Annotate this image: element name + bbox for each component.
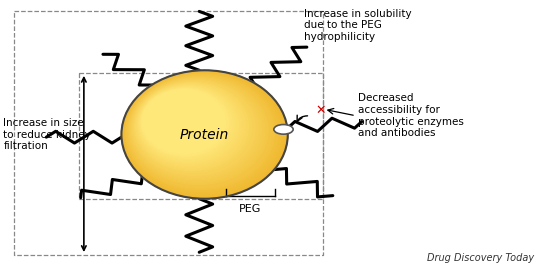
Ellipse shape (130, 78, 261, 180)
Ellipse shape (141, 89, 229, 156)
Ellipse shape (129, 77, 265, 182)
Ellipse shape (131, 79, 258, 178)
Ellipse shape (127, 75, 271, 187)
Ellipse shape (123, 71, 285, 196)
Text: PEG: PEG (239, 204, 261, 214)
Ellipse shape (137, 84, 242, 166)
Text: Drug Discovery Today: Drug Discovery Today (428, 253, 535, 263)
Ellipse shape (126, 74, 274, 189)
Ellipse shape (128, 76, 268, 185)
Ellipse shape (142, 90, 225, 154)
Ellipse shape (124, 72, 281, 194)
Text: Increase in size
to reduce kidney
filtration: Increase in size to reduce kidney filtra… (3, 118, 91, 151)
Text: Decreased
accessibility for
proteolytic enzymes
and antibodies: Decreased accessibility for proteolytic … (358, 93, 463, 138)
Ellipse shape (134, 82, 249, 170)
Text: Increase in solubility
due to the PEG
hydrophilicity: Increase in solubility due to the PEG hy… (304, 9, 412, 42)
Text: ✕: ✕ (316, 104, 327, 117)
Ellipse shape (136, 83, 245, 168)
Ellipse shape (133, 82, 252, 173)
Circle shape (274, 125, 293, 134)
Ellipse shape (132, 80, 255, 175)
Text: Protein: Protein (180, 128, 229, 141)
Ellipse shape (138, 86, 238, 163)
Ellipse shape (139, 87, 235, 161)
Ellipse shape (122, 70, 288, 199)
Ellipse shape (140, 87, 232, 158)
Ellipse shape (125, 73, 278, 192)
